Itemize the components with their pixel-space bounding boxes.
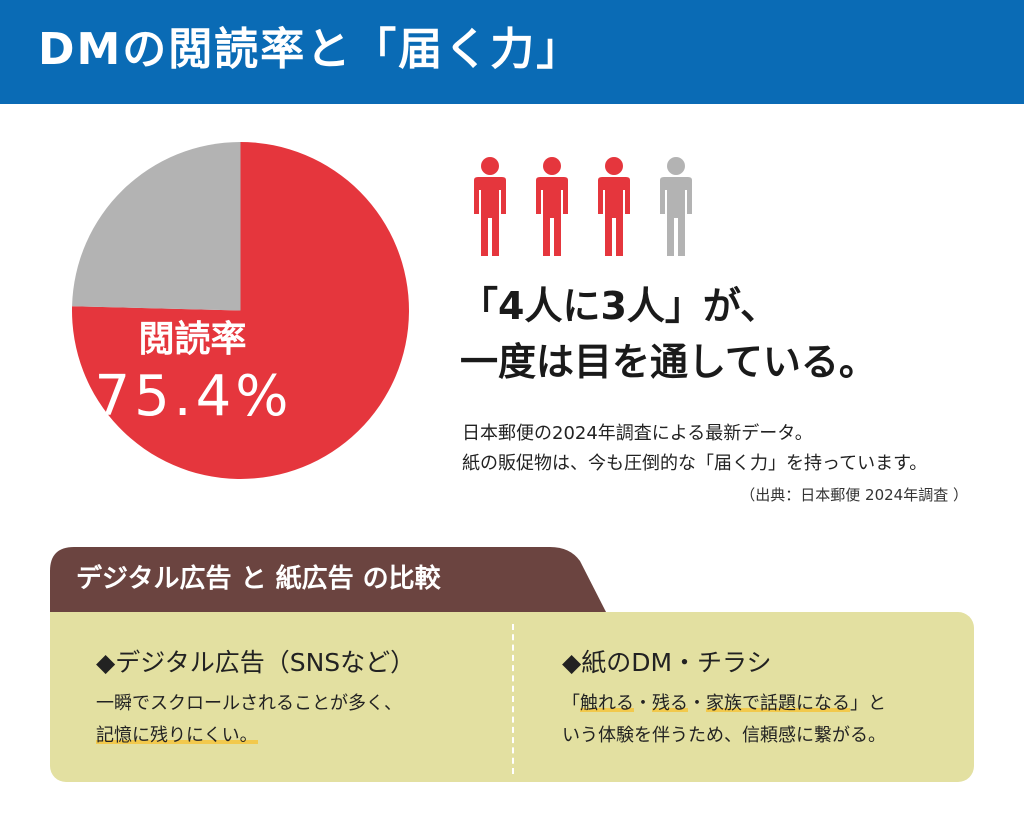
comparison-tab bbox=[50, 547, 606, 612]
description: 日本郵便の2024年調査による最新データ。 紙の販促物は、今も圧倒的な「届く力」… bbox=[462, 419, 927, 479]
pie-slice-unread bbox=[72, 142, 241, 311]
paper-dm-highlight-remain: 残る bbox=[652, 693, 688, 714]
source-note: （出典：日本郵便 2024年調査 ） bbox=[740, 486, 968, 504]
headline-line2: 一度は目を通している。 bbox=[460, 340, 877, 384]
pie-label: 閲読率 75.4% bbox=[72, 318, 409, 432]
headline-line1: 「4人に3人」が、 bbox=[460, 284, 779, 328]
digital-ad-line2-wrap: 記憶に残りにくい。 bbox=[96, 720, 415, 752]
digital-ad-line2: 記憶に残りにくい。 bbox=[96, 725, 258, 746]
paper-dm-line1-close: 」と bbox=[850, 693, 886, 714]
pie-label-value: 75.4% bbox=[94, 364, 293, 429]
paper-dm-highlight-touch: 触れる bbox=[580, 693, 634, 714]
digital-ad-heading: ◆デジタル広告（SNSなど） bbox=[96, 648, 416, 677]
comparison-title: デジタル広告 と 紙広告 の比較 bbox=[76, 564, 441, 594]
paper-dm-column: ◆紙のDM・チラシ 「触れる・残る・家族で話題になる」と いう体験を伴うため、信… bbox=[562, 644, 886, 752]
person-icon-highlighted bbox=[474, 157, 506, 256]
paper-dm-line1-open: 「 bbox=[562, 693, 580, 714]
paper-dm-line1: 「触れる・残る・家族で話題になる」と bbox=[562, 688, 886, 720]
paper-dm-heading: ◆紙のDM・チラシ bbox=[562, 648, 772, 677]
digital-ad-column: ◆デジタル広告（SNSなど） 一瞬でスクロールされることが多く、 記憶に残りにく… bbox=[96, 644, 415, 752]
comparison-tab-shape bbox=[50, 547, 606, 612]
pie-label-name: 閲読率 bbox=[138, 319, 247, 360]
readership-pie-chart bbox=[72, 142, 409, 479]
description-line2: 紙の販促物は、今も圧倒的な「届く力」を持っています。 bbox=[462, 453, 928, 474]
paper-dm-sep1: ・ bbox=[634, 693, 652, 714]
person-icon-highlighted bbox=[598, 157, 630, 256]
headline: 「4人に3人」が、 一度は目を通している。 bbox=[460, 278, 877, 390]
paper-dm-sep2: ・ bbox=[688, 693, 706, 714]
paper-dm-highlight-family: 家族で話題になる bbox=[706, 693, 850, 714]
description-line1: 日本郵便の2024年調査による最新データ。 bbox=[462, 423, 813, 444]
panel-divider bbox=[512, 624, 514, 774]
digital-ad-line1: 一瞬でスクロールされることが多く、 bbox=[96, 693, 402, 714]
person-icon bbox=[660, 157, 692, 256]
paper-dm-line2: いう体験を伴うため、信頼感に繋がる。 bbox=[562, 725, 886, 746]
person-icon-highlighted bbox=[536, 157, 568, 256]
people-icons bbox=[470, 156, 710, 258]
page-title: DMの閲読率と「届く力」 bbox=[38, 24, 583, 75]
header-banner: DMの閲読率と「届く力」 bbox=[0, 0, 1024, 104]
pie-slice-read bbox=[72, 142, 409, 479]
